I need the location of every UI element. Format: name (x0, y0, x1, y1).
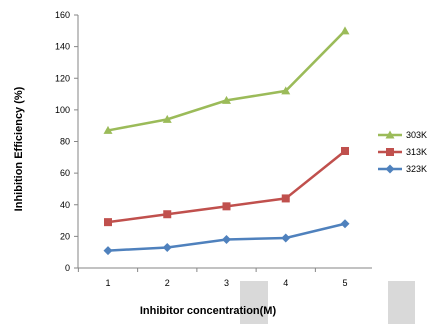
y-tick-label: 80 (60, 137, 70, 147)
data-point (281, 194, 290, 203)
legend-marker (386, 148, 394, 156)
legend-marker (385, 164, 395, 174)
x-tick-label: 3 (224, 278, 229, 288)
data-point (222, 235, 231, 245)
data-point (163, 210, 172, 219)
y-tick-label: 140 (55, 42, 70, 52)
data-point (162, 242, 172, 252)
data-point (340, 26, 350, 35)
x-tick-label: 1 (105, 278, 110, 288)
y-tick-label: 160 (55, 10, 70, 20)
y-tick-label: 40 (60, 200, 70, 210)
y-tick-label: 0 (65, 263, 70, 273)
series-313K (104, 146, 349, 227)
x-tick-label: 4 (283, 278, 288, 288)
grey-box-right (388, 281, 415, 324)
y-tick-label: 60 (60, 168, 70, 178)
y-tick-labels: 0 20 40 60 80 100 120 140 160 (55, 10, 70, 273)
x-tick-labels: 1 2 3 4 5 (105, 278, 347, 288)
data-point (162, 114, 172, 123)
series-303K (103, 26, 350, 134)
data-point (104, 218, 112, 227)
y-tick-label: 120 (55, 73, 70, 83)
series-line (107, 29, 346, 132)
y-axis-title: Inhibition Efficiency (%) (13, 86, 25, 211)
data-point (222, 202, 231, 211)
data-point (103, 125, 113, 134)
x-tick-label: 2 (165, 278, 170, 288)
data-point (281, 86, 291, 95)
series-323K (103, 219, 350, 256)
y-tick-label: 100 (55, 105, 70, 115)
series-group (103, 26, 350, 256)
legend-marker (385, 130, 395, 139)
data-point (341, 146, 349, 155)
axes (74, 14, 372, 272)
legend-label: 313K (406, 147, 427, 157)
x-tick-label: 5 (342, 278, 347, 288)
legend-item-303K: 303K (378, 130, 427, 140)
x-axis-title: Inhibitor concentration(M) (140, 305, 277, 317)
legend-label: 303K (406, 130, 427, 140)
data-point (281, 233, 291, 243)
legend-item-313K: 313K (378, 147, 427, 157)
legend-item-323K: 323K (378, 164, 427, 174)
series-line (107, 150, 346, 224)
grey-box-left (240, 281, 268, 324)
data-point (222, 95, 231, 104)
legend-label: 323K (406, 164, 427, 174)
legend: 303K 313K 323K (378, 130, 427, 174)
y-tick-label: 20 (60, 231, 70, 241)
data-point (103, 246, 113, 256)
data-point (340, 219, 350, 229)
